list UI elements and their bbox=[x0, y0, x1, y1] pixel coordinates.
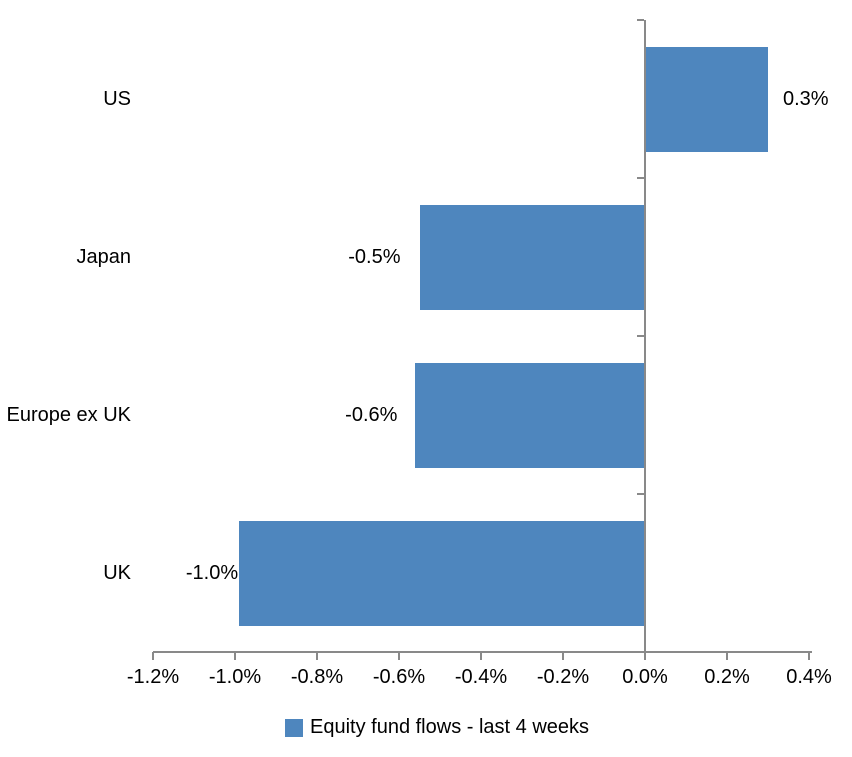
x-axis-tick bbox=[316, 652, 318, 660]
x-axis-tick bbox=[808, 652, 810, 660]
x-axis-tick bbox=[398, 652, 400, 660]
x-tick-label: 0.4% bbox=[786, 666, 832, 688]
x-axis-tick bbox=[480, 652, 482, 660]
x-axis-tick bbox=[726, 652, 728, 660]
bar-europe-ex-uk bbox=[415, 362, 645, 468]
y-axis-tick bbox=[637, 335, 644, 337]
legend-color-square-icon bbox=[285, 718, 303, 737]
category-label-japan: Japan bbox=[76, 245, 132, 268]
x-tick-label: -0.6% bbox=[372, 666, 426, 688]
x-tick-label: -1.2% bbox=[126, 666, 180, 688]
data-label-uk: -1.0% bbox=[185, 561, 239, 584]
x-axis-tick bbox=[644, 652, 646, 660]
y-axis-line bbox=[644, 20, 646, 660]
x-tick-label: -0.4% bbox=[454, 666, 508, 688]
bar-us bbox=[645, 46, 768, 152]
x-axis-tick bbox=[152, 652, 154, 660]
data-label-us: 0.3% bbox=[783, 87, 829, 110]
x-axis-tick bbox=[234, 652, 236, 660]
bar-uk bbox=[239, 520, 645, 626]
x-tick-label: -0.8% bbox=[290, 666, 344, 688]
x-axis-tick bbox=[562, 652, 564, 660]
category-label-europe-ex-uk: Europe ex UK bbox=[6, 403, 131, 426]
legend: Equity fund flows - last 4 weeks bbox=[285, 716, 589, 739]
data-label-europe-ex-uk: -0.6% bbox=[345, 403, 398, 426]
x-tick-label: -0.2% bbox=[536, 666, 590, 688]
x-tick-label: 0.2% bbox=[704, 666, 750, 688]
category-label-us: US bbox=[103, 87, 131, 110]
y-axis-tick bbox=[637, 493, 644, 495]
bar-japan bbox=[419, 204, 645, 310]
x-tick-label: -1.0% bbox=[208, 666, 262, 688]
x-axis-line bbox=[153, 651, 812, 653]
y-axis-tick bbox=[637, 19, 644, 21]
data-label-japan: -0.5% bbox=[348, 245, 401, 268]
legend-label: Equity fund flows - last 4 weeks bbox=[310, 716, 590, 738]
category-label-uk: UK bbox=[103, 561, 131, 584]
y-axis-tick bbox=[637, 177, 644, 179]
x-tick-label: 0.0% bbox=[622, 666, 668, 688]
